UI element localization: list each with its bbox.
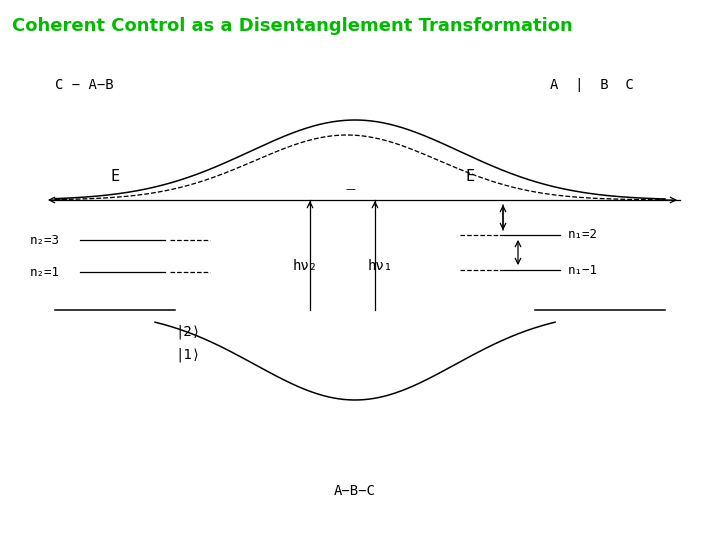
Text: n₂=3: n₂=3 [30, 233, 60, 246]
Text: n₁=2: n₁=2 [568, 228, 598, 241]
Text: E: E [465, 169, 474, 184]
Text: |1⟩: |1⟩ [175, 348, 200, 362]
Text: C − A−B: C − A−B [55, 78, 114, 92]
Text: n₂=1: n₂=1 [30, 266, 60, 279]
Text: hν₁: hν₁ [367, 259, 392, 273]
Text: A−B−C: A−B−C [334, 484, 376, 498]
Text: A  ∣  B  C: A ∣ B C [550, 78, 634, 92]
Text: hν₂: hν₂ [292, 259, 318, 273]
Text: |2⟩: |2⟩ [175, 325, 200, 339]
Text: —: — [345, 184, 355, 194]
Text: Coherent Control as a Disentanglement Transformation: Coherent Control as a Disentanglement Tr… [12, 17, 572, 35]
Text: E: E [110, 169, 120, 184]
Text: n₁−1: n₁−1 [568, 264, 598, 276]
